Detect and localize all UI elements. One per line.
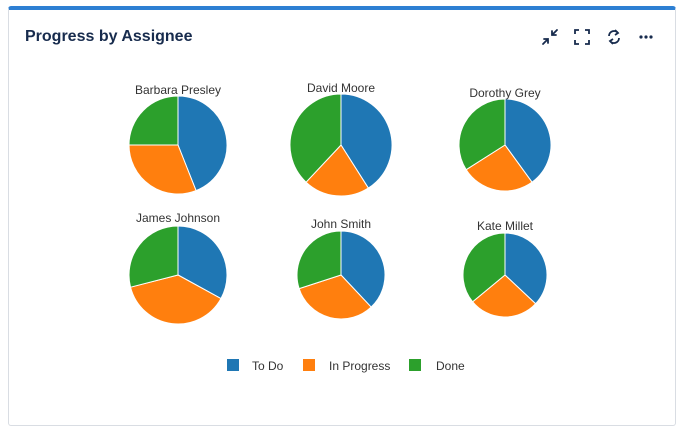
- pie-slice-to-do[interactable]: [504, 232, 548, 305]
- pie-slice-to-do[interactable]: [340, 230, 386, 308]
- widget-toolbar: [539, 26, 657, 48]
- more-button[interactable]: [635, 26, 657, 48]
- pie-slice-in-progress[interactable]: [129, 274, 222, 325]
- pie-slice-to-do[interactable]: [177, 225, 228, 300]
- pie-slice-to-do[interactable]: [504, 98, 552, 183]
- pie-slice-in-progress[interactable]: [471, 274, 537, 318]
- fullscreen-icon: [574, 29, 590, 45]
- pie-slice-done[interactable]: [128, 95, 179, 146]
- legend-item[interactable]: In Progress: [303, 359, 390, 373]
- legend-label: To Do: [252, 359, 284, 373]
- more-icon: [639, 35, 653, 39]
- pie-2: David Moore: [289, 81, 393, 197]
- legend-swatch: [409, 359, 421, 371]
- pie-slice-in-progress[interactable]: [465, 144, 533, 192]
- legend-label: Done: [436, 359, 465, 373]
- progress-widget: Progress by Assignee: [8, 6, 676, 426]
- collapse-icon: [542, 29, 558, 45]
- collapse-button[interactable]: [539, 26, 561, 48]
- pie-slice-in-progress[interactable]: [305, 144, 370, 197]
- legend-swatch: [303, 359, 315, 371]
- pie-slice-to-do[interactable]: [177, 95, 228, 192]
- legend-label: In Progress: [329, 359, 390, 373]
- pie-label: Kate Millet: [477, 219, 534, 233]
- refresh-button[interactable]: [603, 26, 625, 48]
- legend: To Do In Progress Done: [227, 359, 465, 373]
- widget-header: Progress by Assignee: [9, 10, 675, 62]
- pie-3: Dorothy Grey: [458, 86, 552, 192]
- pie-label: John Smith: [311, 217, 371, 231]
- legend-item[interactable]: To Do: [227, 359, 284, 373]
- widget-title: Progress by Assignee: [25, 28, 193, 45]
- pie-4: James Johnson: [128, 211, 228, 325]
- legend-item[interactable]: Done: [409, 359, 465, 373]
- pie-slice-done[interactable]: [128, 225, 179, 288]
- pie-slice-done[interactable]: [462, 232, 506, 303]
- pie-label: Barbara Presley: [135, 83, 221, 97]
- pie-label: James Johnson: [136, 211, 220, 225]
- pie-1: Barbara Presley: [128, 83, 228, 195]
- pie-slice-done[interactable]: [296, 230, 342, 290]
- pie-slice-in-progress[interactable]: [298, 274, 372, 320]
- fullscreen-button[interactable]: [571, 26, 593, 48]
- pie-label: Dorothy Grey: [469, 86, 540, 100]
- legend-swatch: [227, 359, 239, 371]
- refresh-icon: [608, 29, 620, 45]
- pie-5: John Smith: [296, 217, 386, 320]
- pie-slice-done[interactable]: [458, 98, 506, 171]
- pie-slice-in-progress[interactable]: [128, 144, 197, 195]
- pie-6: Kate Millet: [462, 219, 548, 318]
- pie-slice-done[interactable]: [289, 93, 342, 183]
- pie-label: David Moore: [307, 81, 375, 95]
